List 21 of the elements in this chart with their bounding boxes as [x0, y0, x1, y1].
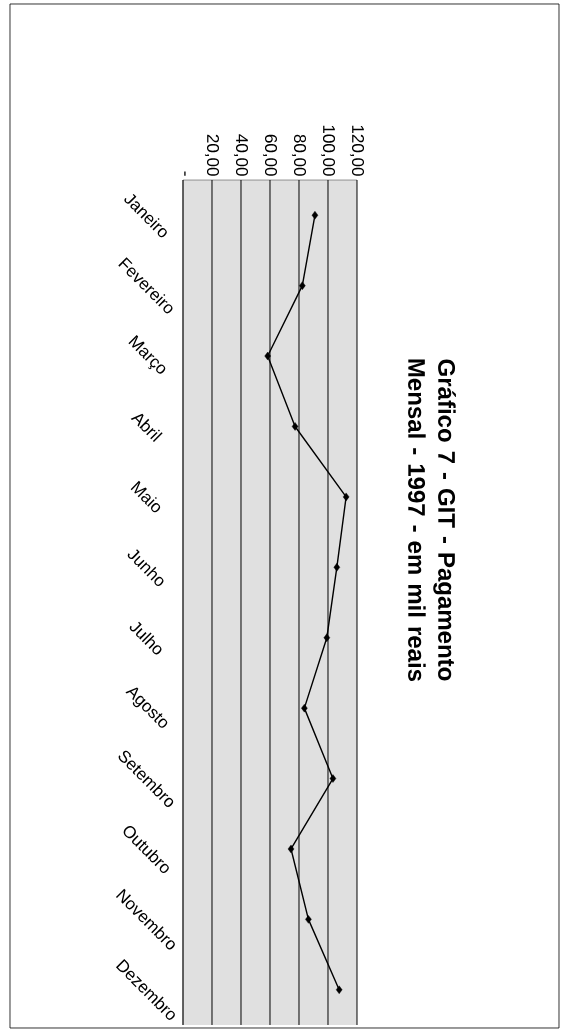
point: [299, 281, 306, 290]
point: [311, 211, 319, 220]
x-tick-label: 80,00: [291, 134, 307, 176]
point: [264, 351, 271, 361]
x-tick-label: 40,00: [233, 134, 249, 176]
point: [301, 703, 308, 713]
point: [329, 774, 337, 783]
x-tick-label: 100,00: [320, 125, 336, 176]
y-tick-label: Abril: [130, 413, 163, 442]
x-tick-label: 60,00: [262, 134, 278, 176]
point: [335, 985, 343, 994]
point: [333, 563, 341, 572]
point: [342, 492, 350, 502]
point: [305, 915, 312, 924]
point: [291, 422, 299, 431]
x-tick-label: 120,00: [349, 125, 365, 176]
text: Gráfico 7 - GIT - Pagamento Mensal - 1997 - em mil reais: [408, 359, 456, 682]
x-tick-label: -: [184, 171, 186, 176]
point: [287, 844, 295, 854]
point: [323, 633, 331, 642]
x-tick-label: 20,00: [204, 134, 220, 176]
